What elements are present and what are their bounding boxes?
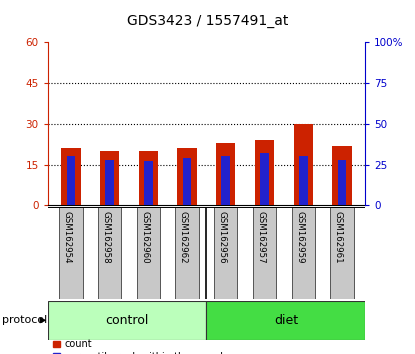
- Bar: [48, 301, 207, 340]
- Bar: [207, 301, 365, 340]
- Text: GSM162959: GSM162959: [295, 211, 304, 263]
- Bar: [139, 151, 158, 205]
- Bar: [214, 207, 237, 299]
- Bar: [293, 124, 313, 205]
- Text: GSM162961: GSM162961: [334, 211, 343, 263]
- Text: GSM162954: GSM162954: [63, 211, 72, 263]
- Text: diet: diet: [274, 314, 298, 327]
- Bar: [299, 156, 308, 205]
- Bar: [222, 156, 230, 205]
- Legend: count, percentile rank within the sample: count, percentile rank within the sample: [53, 339, 229, 354]
- Bar: [98, 207, 121, 299]
- Bar: [61, 148, 81, 205]
- Text: GSM162960: GSM162960: [140, 211, 149, 263]
- Bar: [178, 148, 197, 205]
- Bar: [144, 161, 153, 205]
- Bar: [137, 207, 160, 299]
- Bar: [260, 153, 269, 205]
- Text: GSM162962: GSM162962: [179, 211, 188, 263]
- Bar: [176, 207, 199, 299]
- Bar: [255, 140, 274, 205]
- Text: GSM162957: GSM162957: [256, 211, 265, 263]
- Bar: [66, 156, 75, 205]
- Text: GSM162956: GSM162956: [217, 211, 227, 263]
- Bar: [253, 207, 276, 299]
- Bar: [332, 145, 352, 205]
- Bar: [338, 160, 347, 205]
- Bar: [105, 160, 114, 205]
- Bar: [183, 158, 191, 205]
- Bar: [330, 207, 354, 299]
- Text: GDS3423 / 1557491_at: GDS3423 / 1557491_at: [127, 14, 288, 28]
- Text: protocol: protocol: [2, 315, 47, 325]
- Text: control: control: [105, 314, 149, 327]
- Text: GSM162958: GSM162958: [101, 211, 110, 263]
- Bar: [292, 207, 315, 299]
- Bar: [100, 151, 120, 205]
- Bar: [216, 143, 235, 205]
- Bar: [59, 207, 83, 299]
